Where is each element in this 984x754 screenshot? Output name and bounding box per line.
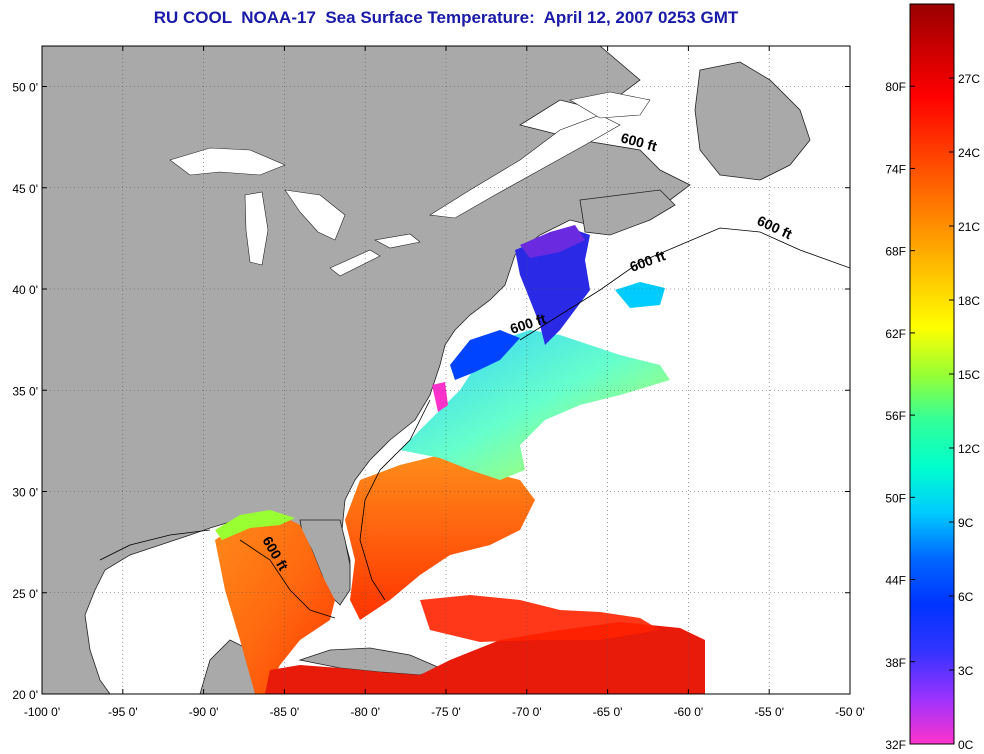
sst-warm-patches: [420, 595, 660, 642]
longitude-tick-label: -75 0': [431, 705, 461, 719]
land-north-america: [42, 46, 691, 694]
lake-erie: [329, 249, 381, 277]
lake-superior: [169, 147, 286, 176]
longitude-tick-label: -70 0': [512, 705, 542, 719]
isobath-contour-gulf-deep: [99, 529, 211, 561]
land-maritimes: [579, 189, 676, 236]
map-title: RU COOL NOAA-17 Sea Surface Temperature:…: [153, 8, 739, 27]
sst-mid-atlantic: [400, 330, 670, 480]
sst-ne-patch: [615, 282, 665, 308]
st-lawrence: [429, 114, 621, 219]
latitude-tick-label: 40 0': [12, 283, 38, 297]
longitude-tick-label: -90 0': [189, 705, 219, 719]
lake-michigan: [244, 191, 269, 266]
latitude-tick-label: 20 0': [12, 688, 38, 702]
sst-gulf-swath: [215, 515, 335, 694]
longitude-tick-label: -100 0': [24, 705, 60, 719]
longitude-tick-label: -85 0': [270, 705, 300, 719]
latitude-tick-label: 50 0': [12, 81, 38, 95]
lake-huron: [284, 189, 346, 241]
sst-gulf-stream: [345, 455, 535, 620]
latitude-tick-label: 45 0': [12, 182, 38, 196]
longitude-tick-label: -50 0': [835, 705, 865, 719]
latitude-tick-label: 35 0': [12, 384, 38, 398]
longitude-tick-label: -80 0': [350, 705, 380, 719]
isobath-contour-north: [519, 227, 850, 341]
sst-gulf-coast-cool: [215, 510, 295, 540]
latitude-tick-label: 25 0': [12, 587, 38, 601]
sst-maine-violet: [520, 225, 585, 258]
map-axes: -100 0' -95 0' -90 0' -85 0' -80 0' -75 0' -70…: [12, 46, 865, 719]
longitude-tick-label: -95 0': [108, 705, 138, 719]
longitude-tick-label: -60 0': [674, 705, 704, 719]
isobath-contour-gulf: [239, 539, 336, 619]
land-newfoundland: [694, 61, 811, 181]
latitude-tick-label: 30 0': [12, 486, 38, 500]
longitude-tick-label: -65 0': [593, 705, 623, 719]
sst-magenta-patch: [432, 382, 448, 412]
hudson-bay-water: [569, 91, 651, 119]
lake-ontario: [374, 233, 421, 249]
sst-shelf-blue: [450, 330, 520, 380]
isobath-contour-east: [359, 399, 431, 601]
longitude-tick-label: -55 0': [754, 705, 784, 719]
map-grid: [42, 46, 850, 695]
